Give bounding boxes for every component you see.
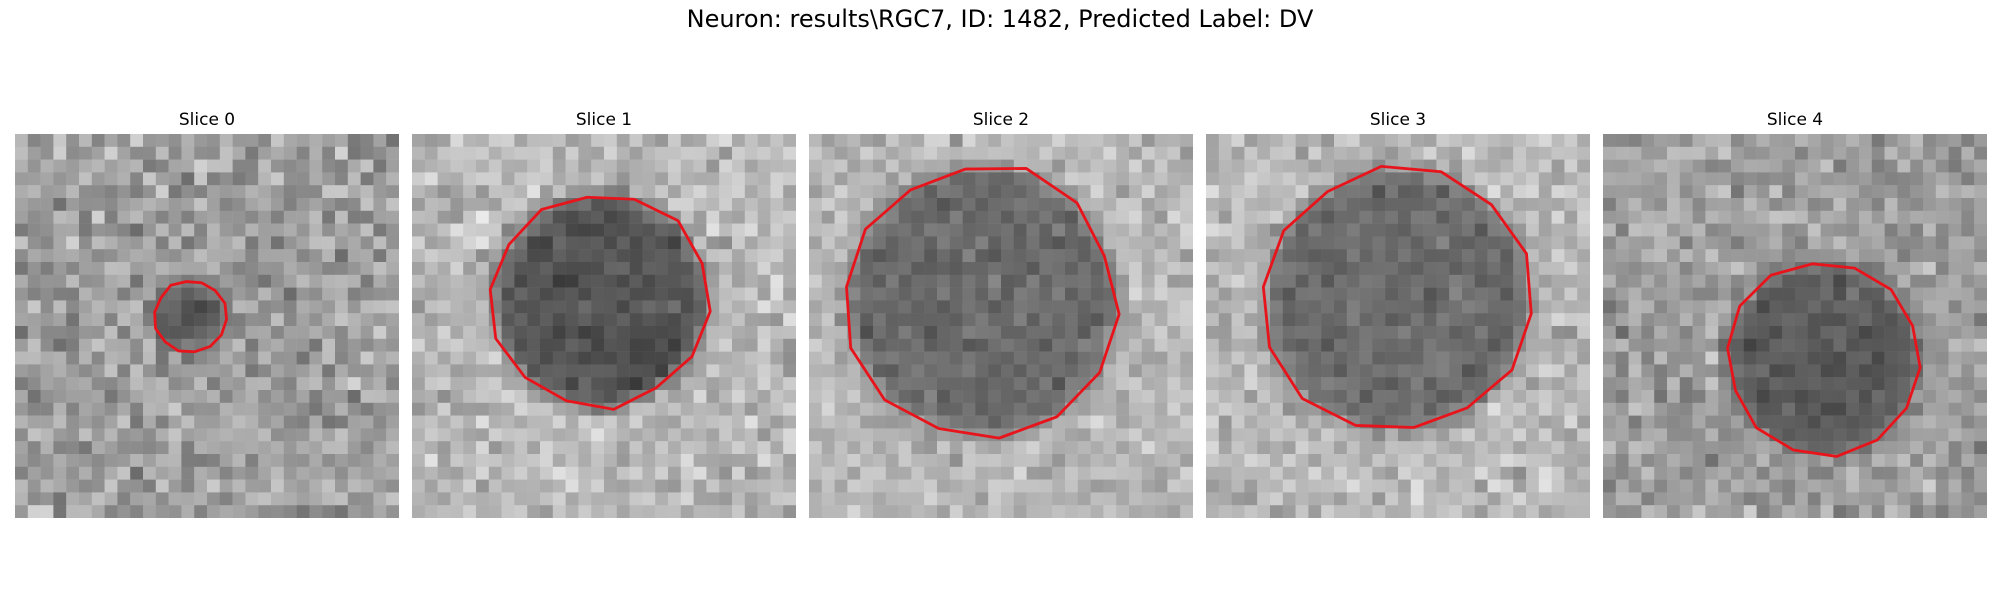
figure-title: Neuron: results\RGC7, ID: 1482, Predicte… xyxy=(686,5,1314,33)
slice-image xyxy=(809,134,1193,518)
slice-image xyxy=(1206,134,1590,518)
slice-title: Slice 2 xyxy=(972,110,1030,130)
slice-title: Slice 4 xyxy=(1766,110,1824,130)
segmentation-contour xyxy=(153,280,228,354)
segmentation-contour xyxy=(488,195,712,411)
segmentation-contour xyxy=(845,167,1121,440)
slice-title: Slice 0 xyxy=(178,110,236,130)
slice-image xyxy=(412,134,796,518)
segmentation-contour xyxy=(1726,262,1922,458)
slice-title: Slice 3 xyxy=(1369,110,1427,130)
slice-title: Slice 1 xyxy=(575,110,633,130)
segmentation-contour xyxy=(1261,164,1533,429)
slice-image xyxy=(1603,134,1987,518)
slice-image xyxy=(15,134,399,518)
